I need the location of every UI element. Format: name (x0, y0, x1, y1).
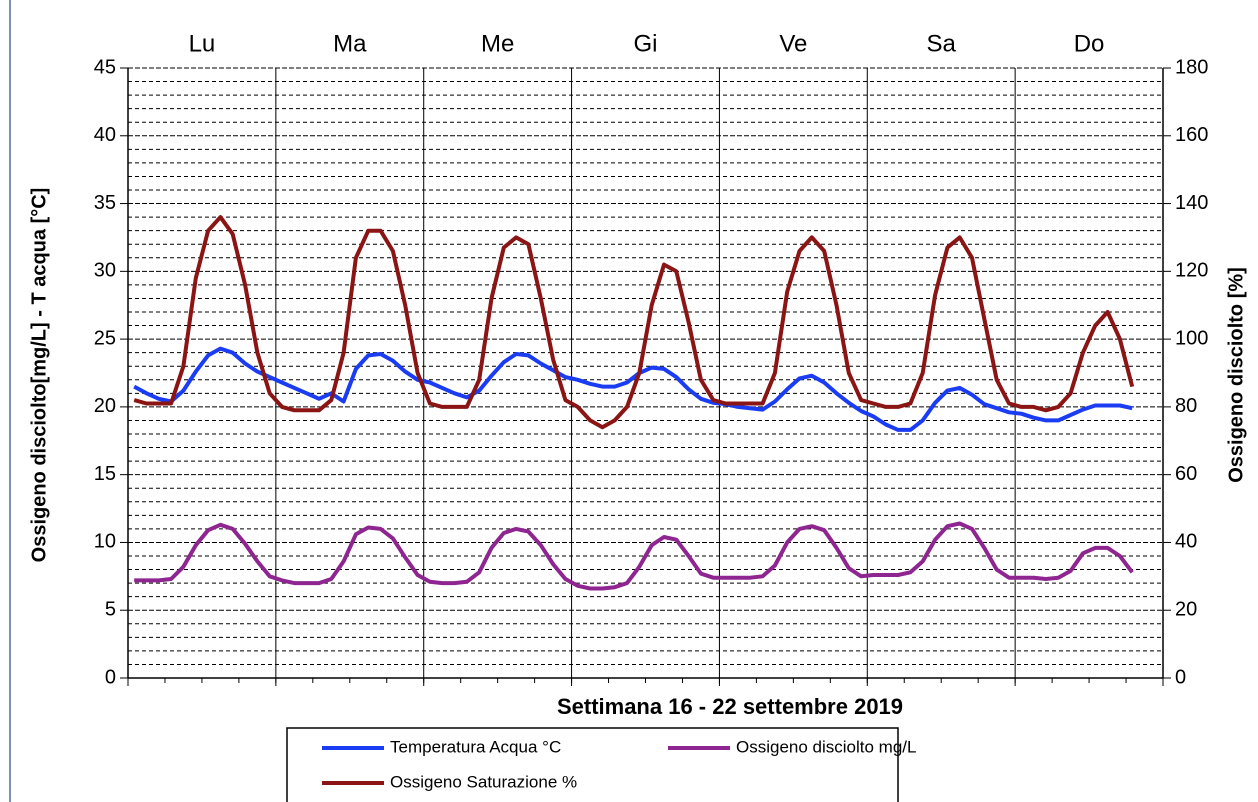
y2-tick-label: 80 (1175, 395, 1197, 417)
day-label: Lu (189, 30, 216, 57)
series-line (133, 215, 1135, 430)
y2-tick-label: 0 (1175, 666, 1186, 688)
y2-tick-label: 180 (1175, 56, 1208, 78)
y2-tick-label: 20 (1175, 599, 1197, 621)
y2-tick-label: 160 (1175, 124, 1208, 146)
day-label: Do (1074, 30, 1105, 57)
y2-axis-title: Ossigeno disciolto [%] (1225, 267, 1247, 483)
legend-box (286, 727, 899, 802)
y-tick-label: 15 (94, 463, 116, 485)
y-tick-label: 25 (94, 327, 116, 349)
day-label: Sa (927, 30, 957, 57)
series-line (133, 346, 1133, 432)
y2-tick-label: 40 (1175, 531, 1197, 553)
day-label: Me (481, 30, 514, 57)
legend-label: Ossigeno disciolto mg/L (736, 737, 916, 756)
series-line (134, 521, 1134, 591)
y-tick-label: 5 (105, 599, 116, 621)
y-tick-label: 35 (94, 192, 116, 214)
x-axis-title: Settimana 16 - 22 settembre 2019 (557, 694, 903, 719)
y-tick-label: 0 (105, 666, 116, 688)
y-tick-label: 40 (94, 124, 116, 146)
day-label: Gi (634, 30, 658, 57)
day-label: Ve (779, 30, 807, 57)
y-tick-label: 10 (94, 531, 116, 553)
legend-label: Temperatura Acqua °C (390, 737, 561, 756)
y2-tick-label: 60 (1175, 463, 1197, 485)
day-label: Ma (333, 30, 367, 57)
y2-tick-label: 120 (1175, 260, 1208, 282)
y2-tick-label: 100 (1175, 327, 1208, 349)
y-axis-title: Ossigeno disciolto[mg/L] - T acqua [°C] (28, 188, 50, 563)
y-tick-label: 30 (94, 260, 116, 282)
y-tick-label: 20 (94, 395, 116, 417)
legend-label: Ossigeno Saturazione % (390, 772, 577, 791)
y-tick-label: 45 (94, 56, 116, 78)
y2-tick-label: 140 (1175, 192, 1208, 214)
